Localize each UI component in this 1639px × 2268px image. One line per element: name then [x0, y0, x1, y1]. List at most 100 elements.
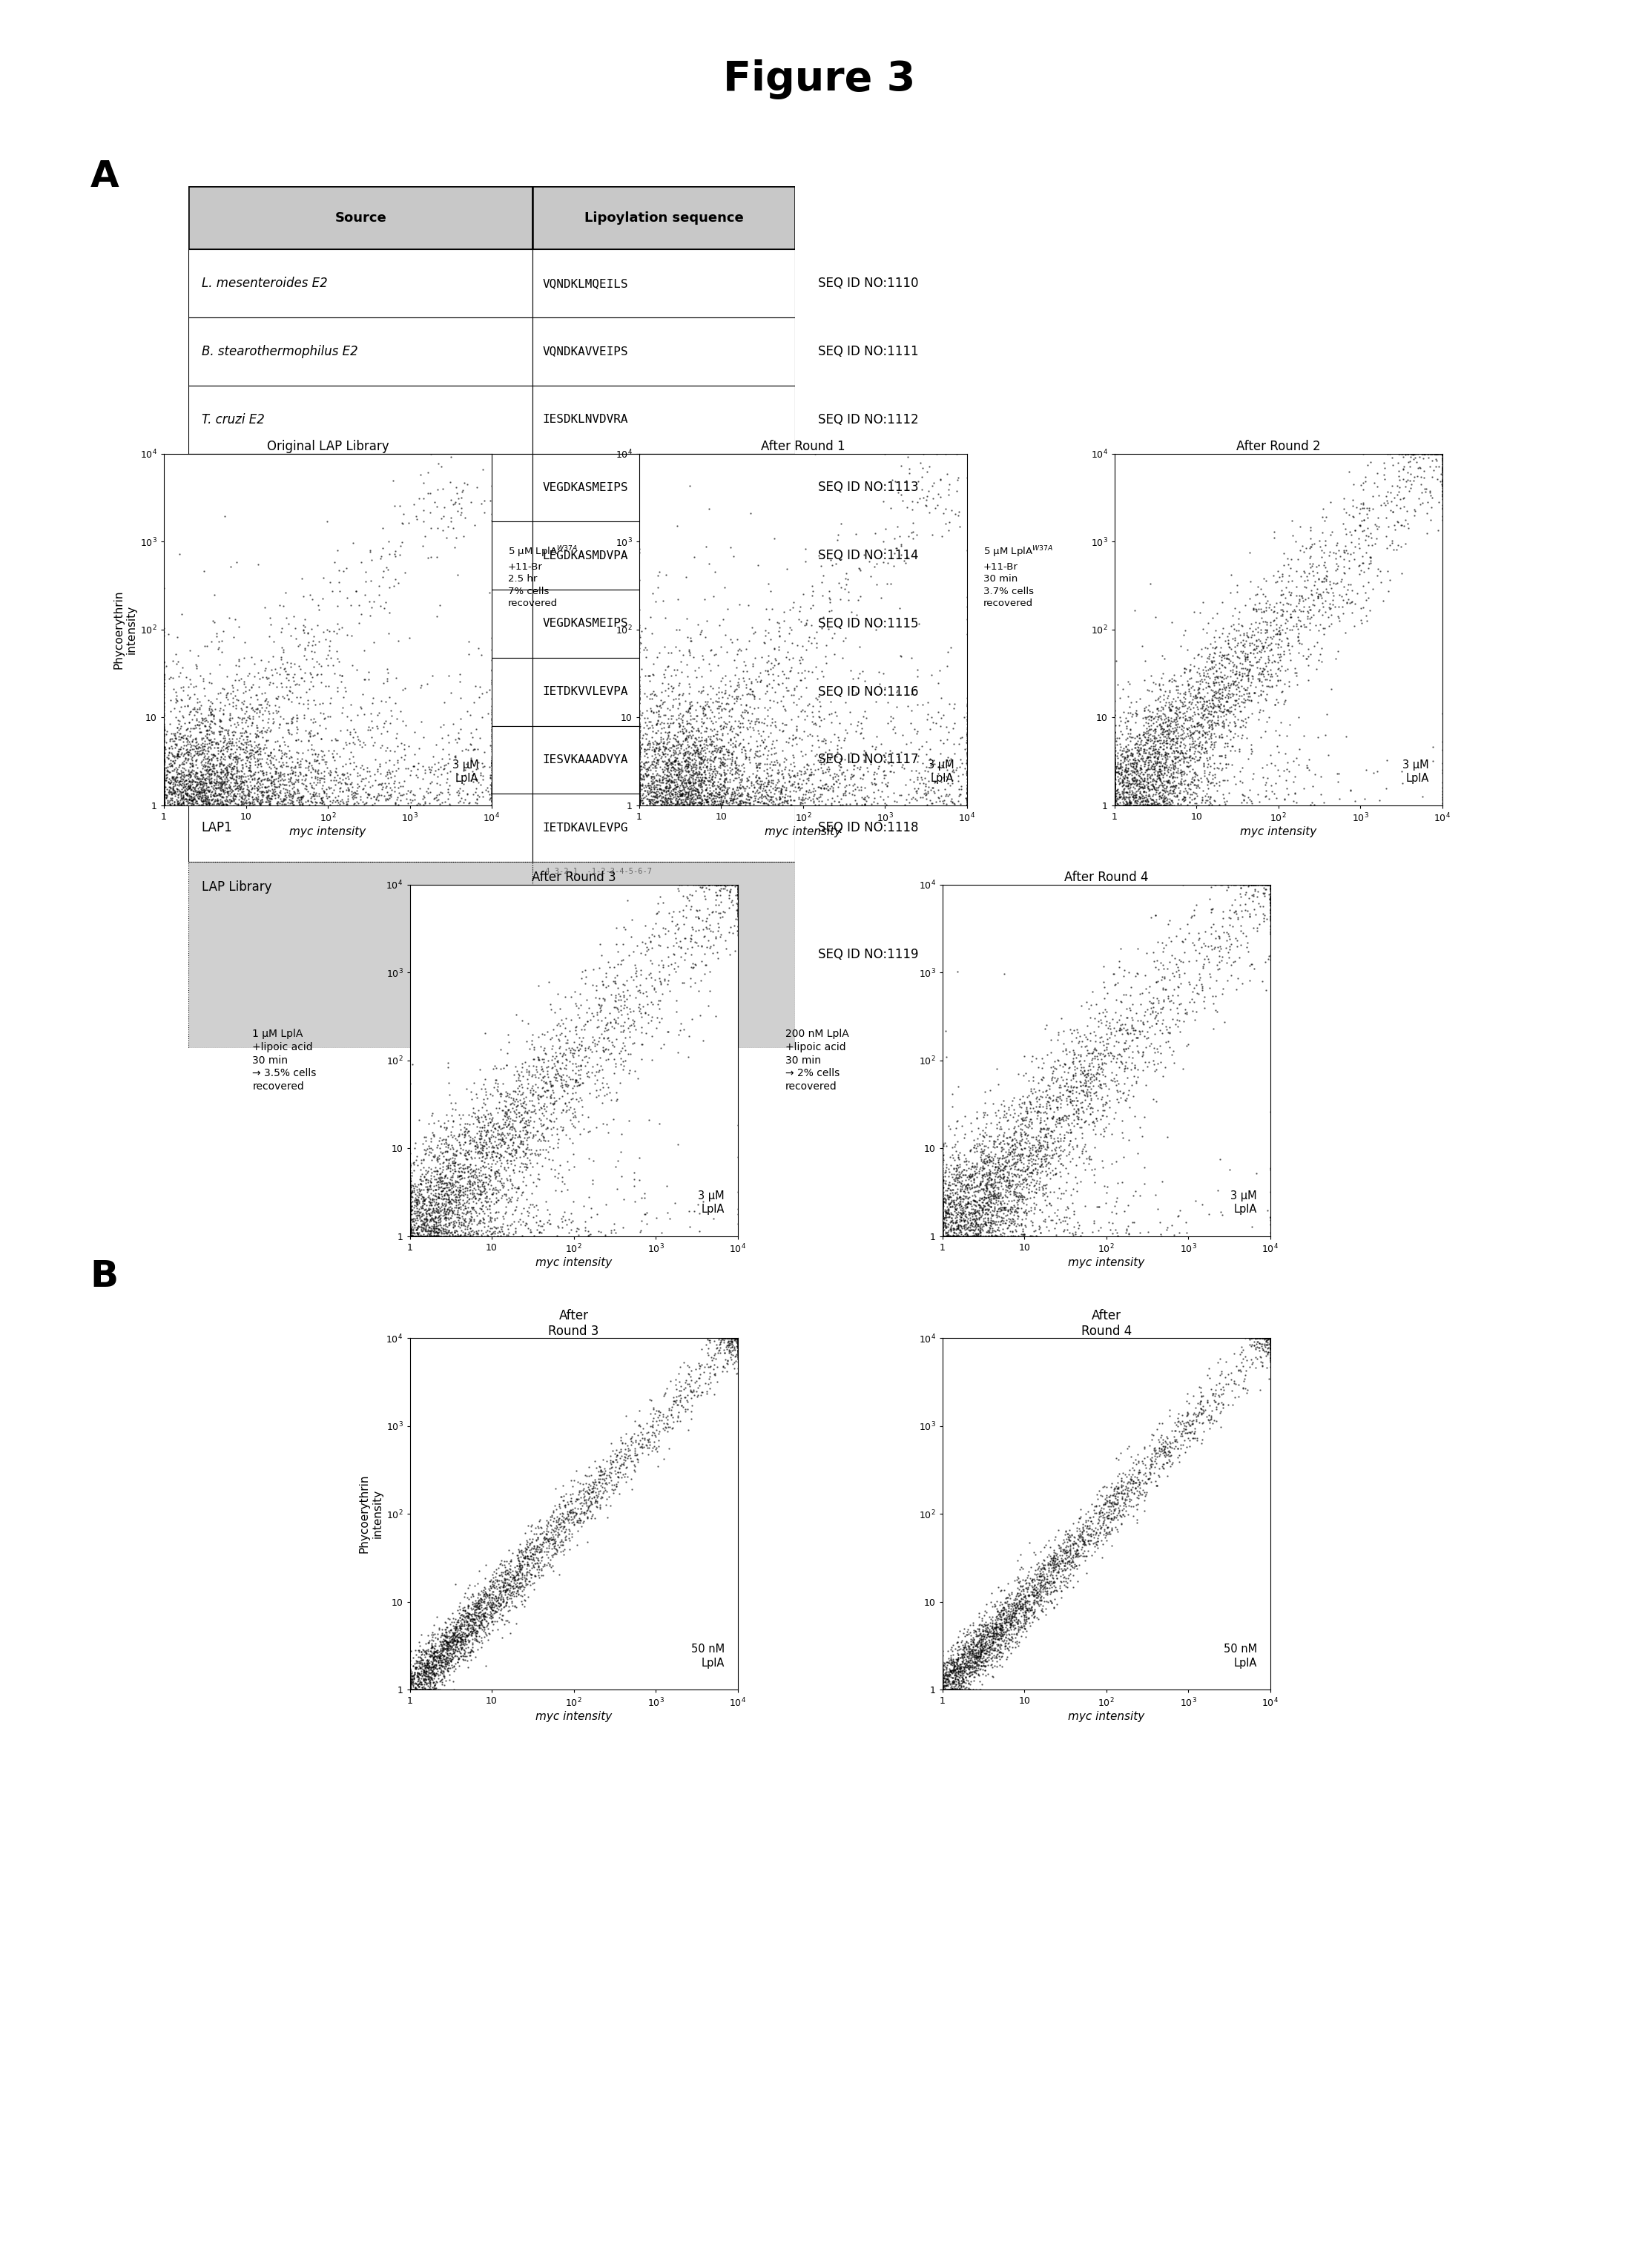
Point	[683, 746, 710, 782]
Point	[741, 787, 767, 823]
Point	[252, 723, 279, 760]
Point	[1037, 1061, 1064, 1098]
Point	[1257, 1200, 1283, 1236]
Point	[1131, 782, 1157, 819]
Point	[929, 1213, 956, 1250]
Point	[484, 1583, 510, 1619]
Point	[915, 454, 941, 490]
Point	[488, 1179, 515, 1216]
Point	[954, 773, 980, 810]
Point	[459, 1191, 485, 1227]
Point	[1357, 542, 1383, 578]
Point	[159, 776, 185, 812]
Point	[285, 721, 311, 758]
Point	[1177, 966, 1203, 1002]
Point	[447, 1173, 474, 1209]
Point	[634, 758, 661, 794]
Point	[1070, 1129, 1096, 1166]
Point	[1101, 751, 1128, 787]
Point	[274, 767, 300, 803]
Point	[546, 1529, 572, 1565]
Point	[718, 1325, 744, 1361]
Point	[444, 1193, 470, 1229]
Point	[1270, 587, 1296, 624]
Point	[1116, 785, 1142, 821]
Point	[247, 776, 274, 812]
Point	[1206, 689, 1233, 726]
Point	[1172, 687, 1198, 723]
Point	[1252, 875, 1278, 912]
Point	[1116, 1123, 1142, 1159]
Point	[482, 1145, 508, 1182]
Point	[929, 1191, 956, 1227]
Point	[808, 687, 834, 723]
Point	[1149, 742, 1175, 778]
Point	[854, 753, 880, 789]
Point	[175, 723, 202, 760]
Point	[636, 773, 662, 810]
Point	[1254, 1322, 1280, 1359]
Point	[1011, 1610, 1037, 1647]
Point	[1172, 782, 1198, 819]
Point	[1067, 1524, 1093, 1560]
Point	[608, 996, 634, 1032]
Point	[972, 1626, 998, 1662]
Point	[970, 1132, 997, 1168]
Point	[1157, 1438, 1183, 1474]
Point	[1039, 1061, 1065, 1098]
Point	[261, 665, 287, 701]
Point	[559, 1030, 585, 1066]
Point	[682, 755, 708, 792]
Point	[411, 1649, 438, 1685]
Point	[1108, 984, 1134, 1021]
Point	[428, 1647, 454, 1683]
Point	[198, 696, 225, 733]
Point	[652, 683, 679, 719]
Point	[325, 587, 351, 624]
Point	[638, 782, 664, 819]
Point	[434, 1642, 461, 1678]
Point	[192, 737, 218, 773]
Point	[1146, 753, 1172, 789]
Point	[641, 1429, 667, 1465]
Point	[659, 776, 685, 812]
Point	[1285, 615, 1311, 651]
Point	[316, 628, 343, 665]
Point	[931, 1651, 957, 1687]
Point	[269, 646, 295, 683]
Point	[1372, 460, 1398, 497]
Point	[331, 669, 357, 705]
Point	[469, 1216, 495, 1252]
Point	[995, 1125, 1021, 1161]
Point	[431, 1159, 457, 1195]
Point	[500, 1073, 526, 1109]
Point	[669, 771, 695, 807]
Point	[1151, 773, 1177, 810]
Point	[1254, 662, 1280, 699]
Point	[562, 1454, 588, 1490]
Point	[929, 1213, 956, 1250]
Point	[664, 755, 690, 792]
Point	[1236, 660, 1262, 696]
Point	[544, 1129, 570, 1166]
Point	[1077, 1139, 1103, 1175]
Point	[202, 778, 228, 814]
Point	[1221, 866, 1247, 903]
Point	[305, 655, 331, 692]
Point	[157, 776, 184, 812]
Point	[978, 1202, 1005, 1238]
Point	[583, 1486, 610, 1522]
Point	[965, 1658, 992, 1694]
Point	[1129, 737, 1155, 773]
Point	[549, 1526, 575, 1563]
Point	[1275, 628, 1301, 665]
Point	[870, 753, 897, 789]
Point	[397, 1207, 423, 1243]
Point	[1218, 658, 1244, 694]
Point	[1252, 971, 1278, 1007]
Point	[641, 778, 667, 814]
Point	[218, 778, 244, 814]
Point	[934, 778, 960, 814]
Point	[502, 1132, 528, 1168]
Point	[492, 1150, 518, 1186]
